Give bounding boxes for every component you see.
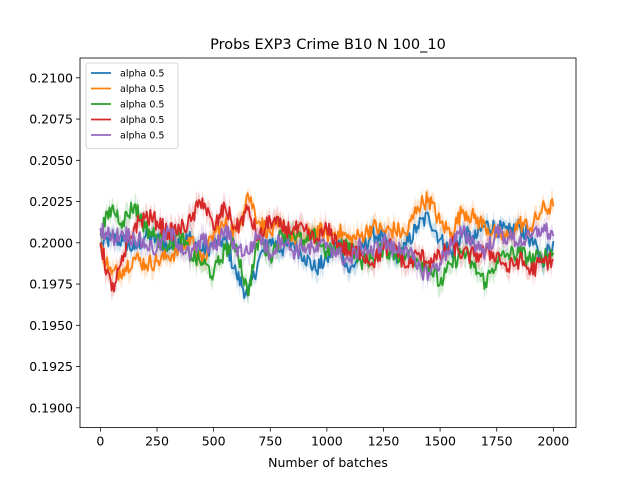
legend-label: alpha 0.5: [120, 100, 164, 111]
x-axis: 0 250 500 750 1000 1250 1500 1750 2000: [96, 427, 569, 449]
x-axis-label: Number of batches: [268, 455, 388, 470]
x-tick-label: 250: [145, 434, 169, 449]
y-tick-label: 0.2100: [29, 70, 73, 85]
y-tick-label: 0.2000: [29, 235, 73, 250]
x-tick-label: 1500: [424, 434, 456, 449]
x-tick-label: 1250: [368, 434, 400, 449]
series-line-5: [99, 222, 555, 282]
series-line-3: [99, 201, 555, 297]
series-band-4: [100, 189, 554, 302]
x-tick-label: 500: [202, 434, 226, 449]
x-tick-label: 1750: [481, 434, 513, 449]
series-line-4: [99, 197, 555, 293]
legend-frame: [85, 62, 179, 149]
x-tick-label: 0: [96, 434, 104, 449]
legend: alpha 0.5 alpha 0.5 alpha 0.5 alpha 0.5 alph…: [85, 62, 179, 149]
y-tick-label: 0.1975: [29, 277, 73, 292]
x-tick-label: 1000: [311, 434, 343, 449]
y-tick-label: 0.2025: [29, 194, 73, 209]
legend-label: alpha 0.5: [120, 69, 164, 80]
x-tick-label: 750: [258, 434, 282, 449]
legend-label: alpha 0.5: [120, 84, 164, 95]
chart-title: Probs EXP3 Crime B10 N 100_10: [210, 37, 446, 53]
y-tick-label: 0.2075: [29, 112, 73, 127]
y-tick-label: 0.1900: [29, 400, 73, 415]
y-tick-label: 0.2050: [29, 153, 73, 168]
legend-label: alpha 0.5: [120, 115, 164, 126]
y-axis: 0.1900 0.1925 0.1950 0.1975 0.2000 0.2025 0.20…: [29, 70, 80, 415]
y-tick-label: 0.1925: [29, 359, 73, 374]
legend-label: alpha 0.5: [120, 131, 164, 142]
y-tick-label: 0.1950: [29, 318, 73, 333]
x-tick-label: 2000: [537, 434, 569, 449]
series-lines: [99, 191, 555, 299]
